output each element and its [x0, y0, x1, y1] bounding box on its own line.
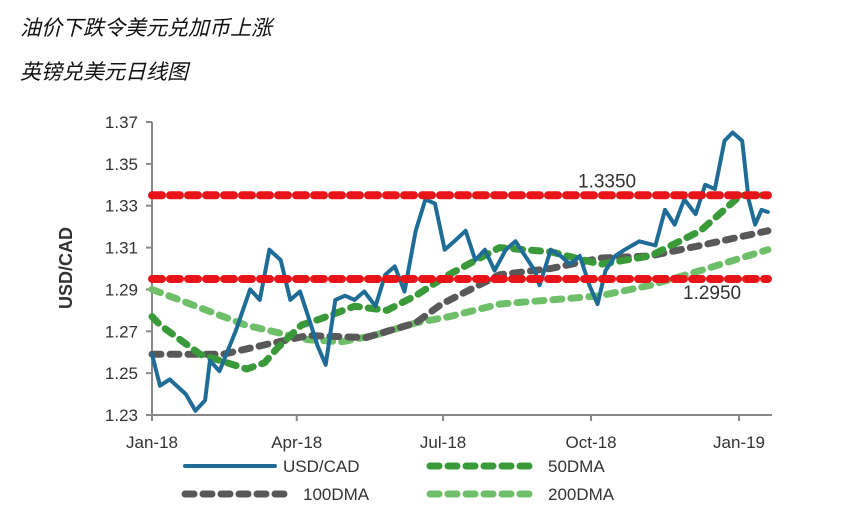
reference-label: 1.2950 [683, 283, 741, 304]
series-line-50dma [148, 191, 772, 373]
y-tick-label: 1.35 [105, 155, 138, 174]
legend-label: 200DMA [548, 485, 615, 504]
x-tick-label: Jan-18 [126, 433, 178, 452]
reference-label: 1.3350 [578, 171, 636, 192]
chart-title: 油价下跌令美元兑加币上涨 [20, 16, 272, 40]
series-line-200dma [148, 246, 772, 346]
series-line-usdcad [150, 130, 770, 413]
legend-label: 100DMA [303, 485, 370, 504]
x-tick-label: Jul-18 [420, 433, 466, 452]
x-tick-label: Oct-18 [566, 433, 617, 452]
y-tick-label: 1.25 [105, 364, 138, 383]
y-tick-label: 1.33 [105, 197, 138, 216]
legend-label: USD/CAD [283, 457, 360, 476]
y-tick-label: 1.29 [105, 280, 138, 299]
legend-label: 50DMA [548, 457, 605, 476]
y-axis-label: USD/CAD [56, 227, 76, 309]
chart-subtitle: 英镑兑美元日线图 [20, 60, 188, 84]
y-tick-label: 1.31 [105, 239, 138, 258]
y-tick-label: 1.37 [105, 113, 138, 132]
x-tick-label: Jan-19 [713, 433, 765, 452]
series-line-100dma [148, 227, 772, 358]
y-tick-label: 1.27 [105, 322, 138, 341]
x-tick-label: Apr-18 [271, 433, 322, 452]
y-tick-label: 1.23 [105, 406, 138, 425]
